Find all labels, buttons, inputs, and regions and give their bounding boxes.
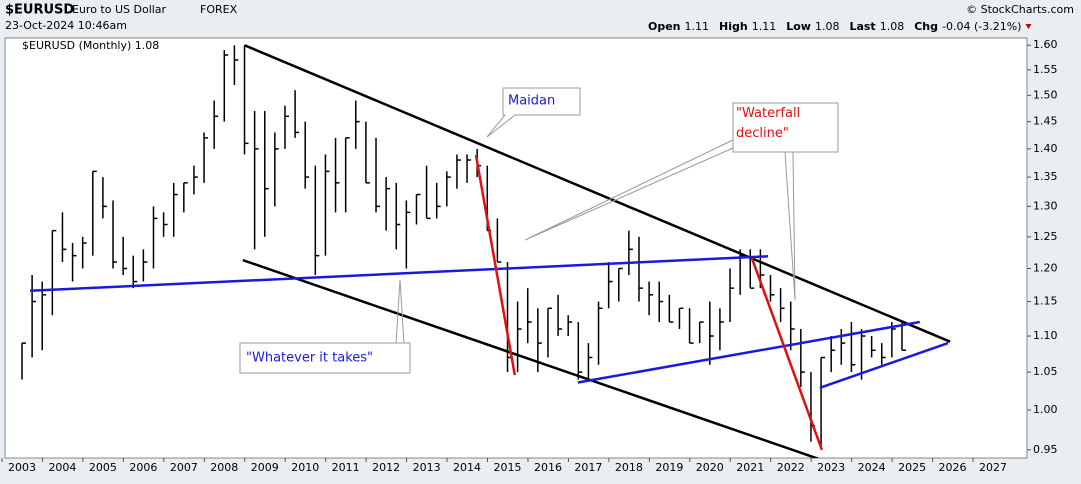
quote-value: 1.11 — [752, 20, 777, 33]
x-tick-label: 2007 — [170, 461, 198, 474]
y-tick-label: 0.95 — [1033, 443, 1058, 456]
quote-value: 1.08 — [880, 20, 905, 33]
y-tick-label: 1.15 — [1033, 295, 1058, 308]
x-tick-label: 2024 — [858, 461, 886, 474]
quote: Open 1.11 High 1.11 Low 1.08 Last 1.08 Chg -0.04 … — [648, 20, 1032, 33]
trendlines — [30, 44, 951, 458]
annotation: Maidan — [508, 94, 555, 109]
trendline — [819, 341, 949, 389]
x-tick-label: 2025 — [898, 461, 926, 474]
callout-box — [239, 342, 411, 374]
callout-pointer — [395, 279, 405, 344]
bars — [21, 45, 906, 450]
chart-label: $EURUSD (Monthly) 1.08 — [22, 39, 159, 52]
x-tick-label: 2005 — [89, 461, 117, 474]
x-tick-label: 2012 — [372, 461, 400, 474]
exchange: FOREX — [200, 3, 238, 16]
x-tick-label: 2020 — [696, 461, 724, 474]
quote-value: 1.08 — [815, 20, 840, 33]
y-tick-label: 1.20 — [1033, 261, 1058, 274]
x-tick-label: 2013 — [413, 461, 441, 474]
y-tick-label: 1.40 — [1033, 142, 1058, 155]
trendline — [242, 258, 820, 458]
x-tick-label: 2017 — [574, 461, 602, 474]
timestamp: 23-Oct-2024 10:46am — [5, 19, 127, 32]
change-arrow — [1025, 24, 1032, 29]
x-tick-label: 2003 — [8, 461, 36, 474]
x-tick-label: 2009 — [251, 461, 279, 474]
quote-label: Low — [786, 20, 811, 33]
quote-label: Last — [849, 20, 875, 33]
y-tick-label: 1.25 — [1033, 230, 1058, 243]
annotation: "Whatever it takes" — [246, 351, 373, 366]
x-tick-label: 2011 — [332, 461, 360, 474]
x-tick-label: 2019 — [655, 461, 683, 474]
x-tick-label: 2010 — [291, 461, 319, 474]
callout-box — [486, 87, 581, 138]
trendline — [30, 255, 769, 293]
grid: 0.95 1.00 1.05 1.10 1.15 1.20 1.25 1.30 1.35 1.40… — [1, 38, 1058, 474]
y-tick-label: 1.50 — [1033, 88, 1058, 101]
x-tick-label: 2023 — [817, 461, 845, 474]
trendline — [577, 320, 921, 384]
y-tick-label: 1.30 — [1033, 199, 1058, 212]
copyright: © StockCharts.com — [966, 3, 1074, 16]
annotation-box: "Waterfall decline" — [736, 106, 801, 141]
x-tick-label: 2004 — [48, 461, 76, 474]
x-tick-label: 2015 — [494, 461, 522, 474]
y-tick-label: 1.35 — [1033, 170, 1058, 183]
x-tick-label: 2014 — [453, 461, 481, 474]
x-tick-label: 2027 — [979, 461, 1007, 474]
x-tick-label: 2008 — [210, 461, 238, 474]
x-tick-label: 2021 — [736, 461, 764, 474]
y-tick-label: 1.05 — [1033, 365, 1058, 378]
y-tick-label: 1.55 — [1033, 63, 1058, 76]
y-tick-label: 1.60 — [1033, 38, 1058, 51]
y-tick-label: 1.00 — [1033, 403, 1058, 416]
y-tick-label: 1.45 — [1033, 115, 1058, 128]
symbol: $EURUSD — [5, 3, 74, 18]
y-tick-label: 1.10 — [1033, 329, 1058, 342]
trendline — [750, 257, 824, 451]
security-name: Euro to US Dollar — [72, 3, 167, 16]
quote-label: Chg — [914, 20, 938, 33]
annotation: "Waterfall decline" — [736, 106, 801, 141]
quote-value: 1.11 — [685, 20, 710, 33]
trendline — [244, 44, 951, 343]
quote-label: High — [719, 20, 748, 33]
x-tick-label: 2018 — [615, 461, 643, 474]
callout-pointer — [784, 151, 796, 301]
callout-pointer — [524, 139, 734, 241]
quote-label: Open — [648, 20, 681, 33]
x-tick-label: 2006 — [129, 461, 157, 474]
trendline — [474, 154, 517, 376]
quote-value: -0.04 (-3.21%) — [942, 20, 1021, 33]
x-tick-label: 2022 — [777, 461, 805, 474]
x-tick-label: 2026 — [939, 461, 967, 474]
x-tick-label: 2016 — [534, 461, 562, 474]
